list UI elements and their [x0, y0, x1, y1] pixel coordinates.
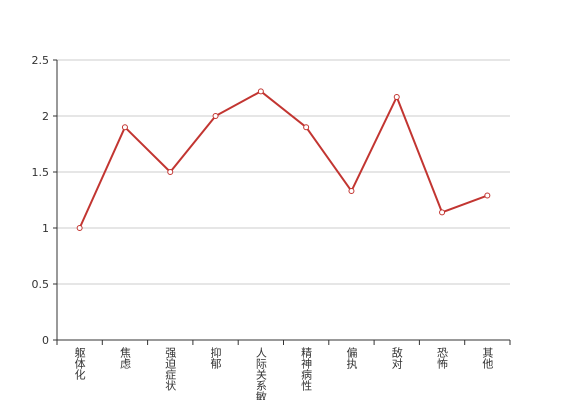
- x-tick-label: 恐怖: [436, 347, 449, 369]
- point: [348, 188, 355, 195]
- point: [121, 124, 128, 131]
- point: [212, 113, 219, 119]
- point: [76, 225, 83, 231]
- point: [303, 124, 310, 131]
- y-tick-label: 1: [42, 222, 49, 235]
- x-tick-label: 强迫症状: [164, 347, 177, 391]
- x-tick-label: 人际关系敏感: [254, 347, 267, 400]
- point: [393, 93, 400, 100]
- point: [484, 192, 491, 199]
- x-tick-label: 精神病性: [300, 347, 313, 392]
- x-tick-label: 偏执: [345, 346, 358, 370]
- point: [257, 88, 264, 95]
- y-tick-label: 2.5: [32, 54, 50, 67]
- x-tick-label: 抑郁: [209, 346, 222, 369]
- point: [167, 169, 174, 175]
- point: [439, 209, 446, 216]
- line: [78, 90, 488, 229]
- y-tick-label: 2: [42, 110, 49, 123]
- x-tick-label: 其他: [481, 347, 494, 369]
- x-tick-label: 焦虑: [118, 347, 131, 369]
- x-tick-label: 躯体化: [73, 347, 86, 381]
- y-tick-label: 1.5: [32, 166, 50, 179]
- y-tick-label: 0.5: [32, 278, 50, 291]
- y-tick-label: 0: [42, 334, 49, 347]
- x-tick-label: 敌对: [390, 346, 403, 369]
